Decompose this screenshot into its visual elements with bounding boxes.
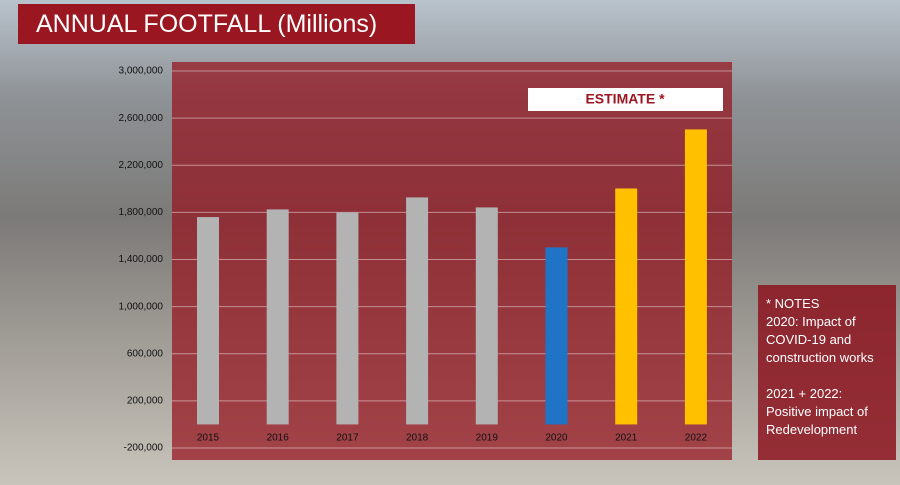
plot-panel — [172, 62, 732, 460]
note: 2020: Impact of COVID-19 and constructio… — [766, 314, 874, 365]
bar — [545, 247, 568, 425]
y-tick-label: 2,200,000 — [119, 160, 164, 171]
y-tick-label: 1,000,000 — [119, 301, 164, 312]
annotation: ESTIMATE * — [585, 91, 665, 107]
x-tick-label: 2019 — [476, 433, 499, 444]
bar — [684, 129, 707, 425]
x-tick-label: 2016 — [267, 433, 290, 444]
notes-title: * NOTES — [766, 296, 820, 311]
y-tick-label: 200,000 — [127, 396, 164, 407]
x-tick-label: 2022 — [685, 433, 708, 444]
bar — [615, 188, 638, 425]
bar — [475, 207, 498, 425]
x-tick-label: 2021 — [615, 433, 638, 444]
estimate-box — [528, 88, 723, 111]
chart-title: ANNUAL FOOTFALL (Millions) — [18, 4, 415, 44]
note: 2021 + 2022: Positive impact of Redevelo… — [766, 386, 868, 437]
y-tick-label: 1,800,000 — [119, 207, 164, 218]
y-tick-label: -200,000 — [124, 443, 164, 454]
x-tick-label: 2020 — [545, 433, 568, 444]
x-tick-label: 2015 — [197, 433, 220, 444]
bar — [406, 197, 429, 425]
bar — [197, 217, 219, 425]
bar — [266, 209, 289, 425]
y-tick-label: 3,000,000 — [119, 66, 164, 77]
y-tick-label: 1,400,000 — [119, 254, 164, 265]
y-tick-label: 2,600,000 — [119, 113, 164, 124]
bar — [336, 212, 359, 425]
notes: * NOTES 2020: Impact of COVID-19 and con… — [758, 285, 896, 460]
y-tick-label: 600,000 — [127, 348, 164, 359]
x-tick-label: 2017 — [336, 433, 359, 444]
x-tick-label: 2018 — [406, 433, 429, 444]
